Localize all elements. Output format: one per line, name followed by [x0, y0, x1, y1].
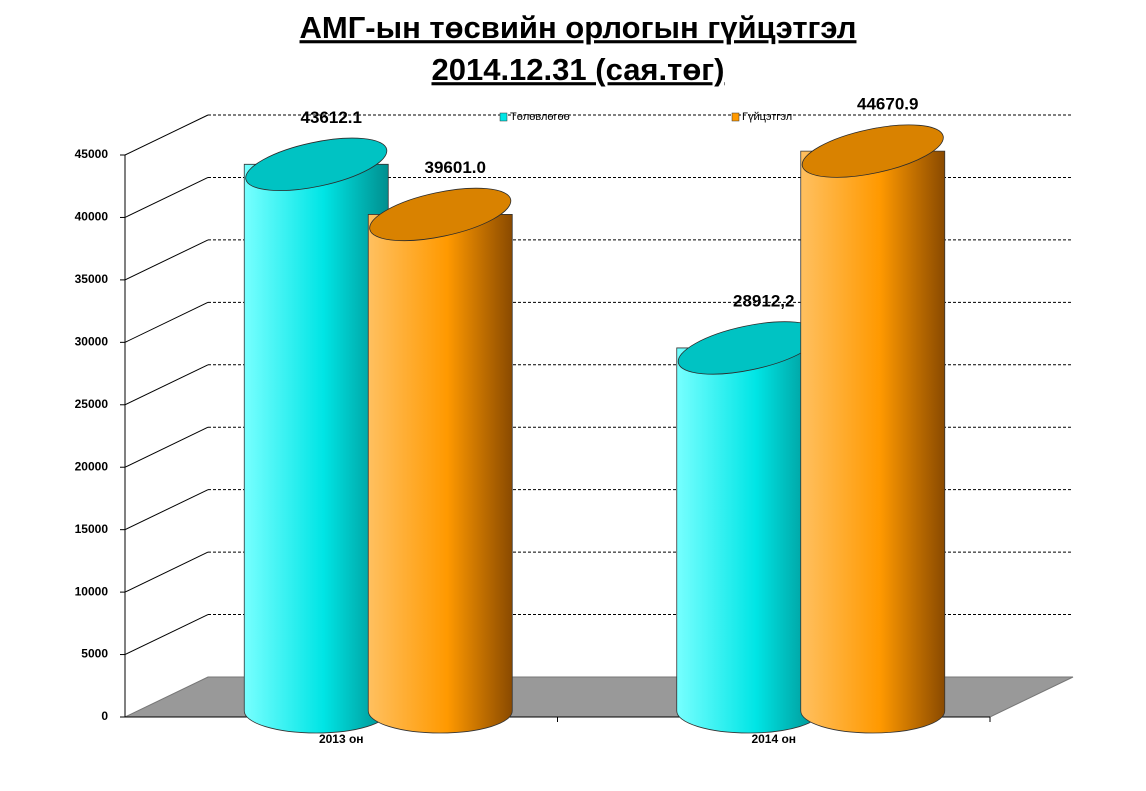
grid-line: [124, 364, 209, 406]
legend-label: Төлөвлөгөө: [510, 111, 570, 123]
grid-line: [124, 489, 209, 531]
y-tick-label: 20000: [75, 459, 109, 473]
y-tick-label: 45000: [75, 147, 109, 161]
x-tick-label: 2014 он: [751, 732, 796, 746]
chart-subtitle: 2014.12.31 (сая.төг): [431, 52, 724, 87]
value-label: 28912,2: [733, 291, 794, 310]
grid-line: [124, 301, 209, 343]
y-tick-label: 15000: [75, 522, 109, 536]
legend-swatch: [499, 112, 508, 122]
grid-line: [124, 551, 209, 593]
cylinder-top: [369, 187, 512, 242]
y-tick-label: 10000: [75, 584, 109, 598]
grid-line: [124, 614, 209, 656]
cylinder-body: [800, 150, 946, 734]
cylinder-top: [245, 137, 388, 191]
grid-line: [124, 426, 209, 468]
value-label: 39601.0: [425, 158, 486, 177]
y-tick-label: 5000: [81, 647, 108, 661]
cylinder-body: [367, 214, 513, 734]
y-tick-label: 30000: [75, 335, 109, 349]
cylinder-body: [676, 347, 822, 734]
grid-line: [124, 176, 209, 218]
legend-label: Гүйцэтгэл: [742, 111, 792, 123]
legend-swatch: [731, 112, 740, 122]
y-tick-label: 35000: [75, 272, 109, 286]
value-label: 44670.9: [857, 95, 918, 114]
grid-line: [124, 239, 209, 281]
y-tick-label: 40000: [75, 210, 109, 224]
grid-line: [124, 114, 209, 156]
y-tick-label: 25000: [75, 397, 109, 411]
y-tick-label: 0: [101, 709, 108, 723]
chart-title: АМГ-ын төсвийн орлогын гүйцэтгэл: [300, 10, 857, 45]
value-label: 43612.1: [301, 108, 362, 127]
cylinder-body: [243, 163, 389, 734]
x-tick-label: 2013 он: [319, 732, 364, 746]
cylinder-top: [801, 124, 944, 178]
